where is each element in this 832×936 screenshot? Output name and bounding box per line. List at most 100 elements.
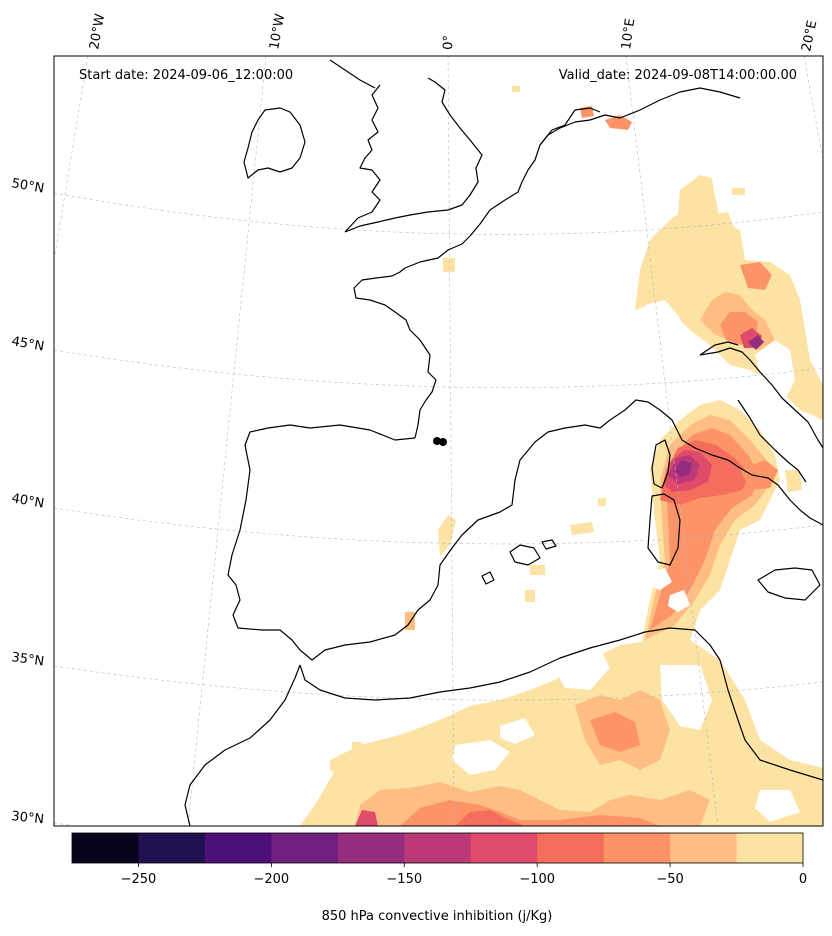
meridian-20w bbox=[54, 56, 89, 261]
coast-ibiza bbox=[481, 571, 495, 585]
lon-label-10e: 10°E bbox=[619, 18, 638, 51]
colorbar-segment bbox=[736, 833, 804, 863]
cin-band-alps-4 bbox=[748, 335, 764, 350]
cin-region-africa-west bbox=[330, 745, 372, 778]
cin-patch-balearic-2 bbox=[525, 590, 535, 602]
lat-labels: 50°N 45°N 40°N 35°N 30°N bbox=[10, 176, 45, 827]
cin-gap-4 bbox=[660, 665, 712, 730]
map-frame bbox=[53, 55, 824, 827]
cin-region-germany-2 bbox=[710, 212, 735, 245]
lon-labels: 20°W 10°W 0° 10°E 20°E bbox=[87, 13, 820, 53]
coast-sicily bbox=[757, 567, 821, 601]
lat-label-45n: 45°N bbox=[10, 334, 45, 354]
cin-patch-med-1 bbox=[598, 498, 606, 506]
coast-scotland bbox=[329, 59, 376, 89]
coast-italy-east bbox=[737, 399, 807, 483]
lat-label-30n: 30°N bbox=[11, 809, 45, 827]
coast-ireland bbox=[243, 107, 306, 179]
colorbar-tick-label: −50 bbox=[656, 872, 683, 887]
lon-label-0: 0° bbox=[441, 35, 457, 50]
colorbar-segment bbox=[271, 833, 339, 863]
colorbar-segment bbox=[603, 833, 671, 863]
cin-patch-france bbox=[443, 258, 455, 272]
cin-band-africa-5 bbox=[455, 810, 525, 826]
lat-label-40n: 40°N bbox=[10, 491, 45, 511]
colorbar-frame bbox=[71, 832, 804, 864]
map-content bbox=[54, 56, 823, 826]
colorbar-tick-label: −250 bbox=[121, 872, 157, 887]
parallel-50n bbox=[54, 192, 823, 235]
cin-gap-sardinia bbox=[648, 568, 672, 590]
coast-libya bbox=[737, 719, 823, 781]
cin-gap-1 bbox=[452, 740, 510, 775]
cin-band-italy-tail bbox=[740, 460, 778, 490]
cin-band-hungary bbox=[740, 262, 772, 290]
coast-northsea bbox=[521, 109, 641, 183]
lat-label-35n: 35°N bbox=[10, 650, 45, 669]
colorbar-ticks: −250 −200 −150 −100 −50 0 bbox=[121, 863, 807, 887]
colorbar-title: 850 hPa convective inhibition (j/Kg) bbox=[322, 909, 553, 924]
cin-region-dk bbox=[512, 86, 520, 92]
cin-gap-alps bbox=[755, 340, 795, 400]
city-marker-dot bbox=[433, 437, 441, 445]
cin-gap-alps-2 bbox=[645, 300, 690, 352]
city-marker-dot-2 bbox=[439, 438, 447, 446]
city-marker bbox=[433, 437, 447, 446]
lon-label-10w: 10°W bbox=[267, 13, 288, 51]
cin-patch-balearic-1 bbox=[530, 565, 545, 575]
lat-label-50n: 50°N bbox=[10, 176, 45, 196]
colorbar-segment bbox=[537, 833, 605, 863]
meridian-0 bbox=[447, 56, 455, 826]
meridian-10w bbox=[187, 56, 267, 826]
graticule bbox=[54, 56, 823, 826]
coast-sardinia bbox=[647, 493, 681, 566]
coast-north-africa bbox=[299, 627, 739, 721]
parallel-35n bbox=[54, 665, 823, 701]
cin-patch-balkans bbox=[785, 470, 802, 492]
colorbar-tick-label: −200 bbox=[254, 872, 290, 887]
coast-corsica bbox=[651, 439, 671, 489]
colorbar-tick-label: −150 bbox=[386, 872, 422, 887]
colorbar-segment bbox=[670, 833, 738, 863]
colorbar-segment bbox=[72, 833, 139, 863]
cin-gap-3 bbox=[555, 648, 610, 690]
cin-field bbox=[300, 86, 823, 826]
cin-band-central-6 bbox=[674, 460, 692, 477]
coast-adriatic bbox=[699, 347, 823, 449]
cin-gap-2 bbox=[500, 718, 535, 744]
cin-region-baltic bbox=[605, 115, 632, 130]
coast-iberia bbox=[227, 399, 683, 661]
colorbar-segment bbox=[470, 833, 538, 863]
coast-france-north bbox=[404, 181, 523, 269]
colorbar-segment bbox=[138, 833, 206, 863]
coast-istria bbox=[699, 341, 739, 356]
coast-britain bbox=[344, 77, 483, 233]
lon-label-20e: 20°E bbox=[799, 19, 820, 53]
cin-gap-sardinia-2 bbox=[668, 590, 690, 612]
coast-denmark bbox=[539, 107, 601, 146]
coast-italy bbox=[681, 439, 823, 526]
cin-band-africa-6 bbox=[355, 810, 378, 826]
coast-mallorca bbox=[509, 544, 541, 566]
colorbar-segment bbox=[337, 833, 405, 863]
coast-france bbox=[353, 267, 437, 439]
cin-patch-morocco bbox=[352, 742, 362, 752]
colorbar-segment bbox=[404, 833, 472, 863]
cin-patch-balearic-3 bbox=[570, 522, 594, 535]
cin-region-pl bbox=[732, 188, 745, 195]
colorbar-segment bbox=[204, 833, 272, 863]
cin-band-africa-4 bbox=[590, 712, 640, 752]
colorbar-tick-label: −100 bbox=[519, 872, 555, 887]
coast-morocco-atlantic bbox=[184, 664, 301, 826]
colorbar: −250 −200 −150 −100 −50 0 850 hPa convective … bbox=[71, 832, 807, 924]
colorbar-segments bbox=[72, 833, 804, 863]
valid-date-label: Valid_date: 2024-09-08T14:00:00.00 bbox=[559, 68, 797, 83]
parallel-45n bbox=[54, 349, 823, 389]
coastlines bbox=[184, 59, 823, 826]
lon-label-20w: 20°W bbox=[87, 13, 108, 51]
parallel-40n bbox=[54, 507, 823, 545]
colorbar-tick-label: 0 bbox=[799, 872, 807, 887]
cin-region-germany bbox=[678, 175, 715, 228]
coast-menorca bbox=[541, 539, 557, 550]
